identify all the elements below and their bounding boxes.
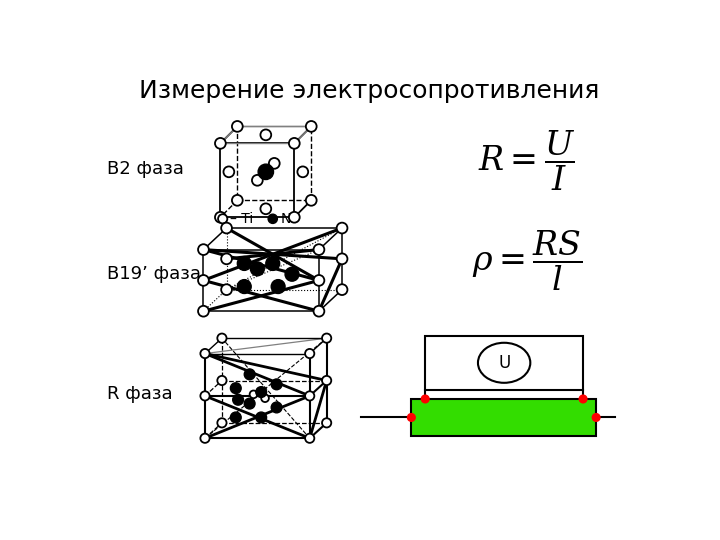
Circle shape: [217, 376, 227, 385]
Circle shape: [337, 222, 348, 233]
Circle shape: [215, 212, 226, 222]
Circle shape: [215, 138, 226, 148]
Circle shape: [314, 275, 324, 286]
Circle shape: [218, 214, 228, 224]
Circle shape: [256, 412, 266, 423]
Circle shape: [322, 418, 331, 428]
Circle shape: [230, 412, 241, 423]
Circle shape: [269, 158, 279, 168]
Circle shape: [200, 349, 210, 358]
Circle shape: [221, 222, 232, 233]
Circle shape: [244, 369, 255, 380]
Circle shape: [261, 130, 271, 140]
Circle shape: [232, 121, 243, 132]
Text: – Ti: – Ti: [230, 212, 253, 226]
Circle shape: [305, 349, 315, 358]
Circle shape: [198, 306, 209, 316]
Circle shape: [266, 256, 279, 271]
Circle shape: [198, 275, 209, 286]
Circle shape: [200, 434, 210, 443]
Circle shape: [258, 164, 274, 179]
Text: В2 фаза: В2 фаза: [107, 160, 184, 178]
Circle shape: [271, 280, 285, 294]
Circle shape: [314, 306, 324, 316]
Circle shape: [230, 383, 241, 394]
Circle shape: [337, 253, 348, 264]
Text: Ni: Ni: [281, 212, 294, 226]
Circle shape: [322, 334, 331, 343]
Circle shape: [238, 256, 251, 271]
Circle shape: [232, 195, 243, 206]
Circle shape: [268, 214, 277, 224]
Circle shape: [200, 392, 210, 401]
Text: Измерение электросопротивления: Измерение электросопротивления: [139, 79, 599, 103]
Circle shape: [233, 394, 243, 405]
Text: В19’ фаза: В19’ фаза: [107, 265, 201, 284]
Circle shape: [251, 262, 264, 276]
Ellipse shape: [478, 343, 531, 383]
Circle shape: [261, 204, 271, 214]
Circle shape: [408, 414, 415, 421]
Circle shape: [314, 244, 324, 255]
Circle shape: [305, 392, 315, 401]
Circle shape: [289, 138, 300, 148]
Text: U: U: [498, 354, 510, 372]
Circle shape: [306, 121, 317, 132]
Text: $R = \dfrac{U}{I}$: $R = \dfrac{U}{I}$: [478, 129, 575, 193]
Circle shape: [305, 434, 315, 443]
Circle shape: [579, 395, 587, 403]
Circle shape: [289, 212, 300, 222]
Circle shape: [198, 244, 209, 255]
Circle shape: [306, 195, 317, 206]
Bar: [411, 399, 596, 436]
Circle shape: [238, 280, 251, 294]
Circle shape: [250, 390, 257, 398]
Circle shape: [421, 395, 429, 403]
Text: R фаза: R фаза: [107, 384, 173, 403]
Circle shape: [217, 334, 227, 343]
Circle shape: [221, 284, 232, 295]
Circle shape: [221, 253, 232, 264]
Circle shape: [271, 379, 282, 390]
Circle shape: [261, 394, 269, 402]
Circle shape: [252, 175, 263, 186]
Circle shape: [285, 267, 299, 281]
Circle shape: [337, 284, 348, 295]
Circle shape: [593, 414, 600, 421]
Circle shape: [322, 376, 331, 385]
Circle shape: [217, 418, 227, 428]
Circle shape: [244, 398, 255, 409]
Circle shape: [256, 387, 266, 397]
Circle shape: [271, 402, 282, 413]
Circle shape: [297, 166, 308, 177]
Bar: [426, 336, 583, 390]
Text: $\rho = \dfrac{RS}{l}$: $\rho = \dfrac{RS}{l}$: [472, 229, 582, 293]
Circle shape: [223, 166, 234, 177]
